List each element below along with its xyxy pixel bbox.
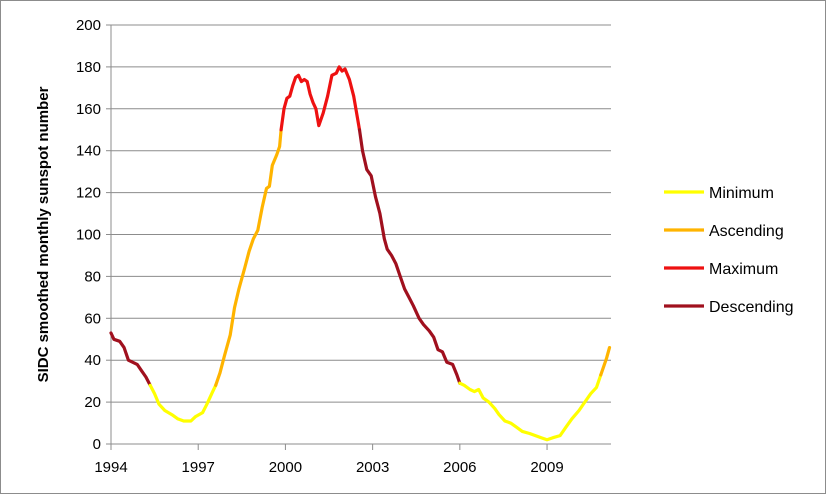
y-tick-label: 0 <box>93 436 101 453</box>
y-tick-label: 140 <box>76 143 101 160</box>
y-tick-label: 60 <box>84 310 101 327</box>
axes <box>106 24 611 450</box>
series-line-ascending-2 <box>599 346 612 377</box>
x-tick-label: 2009 <box>530 459 563 476</box>
series-line-ascending-1 <box>214 128 283 387</box>
y-axis-label: SIDC smoothed monthly sunspot number <box>35 86 52 382</box>
legend-label-maximum: Maximum <box>709 261 778 278</box>
legend: Minimum Ascending Maximum Descending <box>664 185 794 316</box>
y-tick-label: 80 <box>84 268 101 285</box>
x-tick-label: 1994 <box>94 459 127 476</box>
series-line-descending-2 <box>357 128 462 385</box>
series-line-minimum-2 <box>458 373 603 442</box>
legend-label-ascending: Ascending <box>709 223 784 240</box>
series-lines <box>109 65 612 442</box>
gridlines <box>111 24 611 403</box>
x-tick-label: 2003 <box>356 459 389 476</box>
y-tick-labels: 0 20 40 60 80 100 120 140 160 180 200 <box>76 17 101 453</box>
legend-label-minimum: Minimum <box>709 185 774 202</box>
x-tick-labels: 1994 1997 2000 2003 2006 2009 <box>94 459 563 476</box>
series-line-maximum-1 <box>279 65 362 132</box>
y-tick-label: 180 <box>76 59 101 76</box>
legend-label-descending: Descending <box>709 299 794 316</box>
y-tick-label: 20 <box>84 394 101 411</box>
y-tick-label: 100 <box>76 227 101 244</box>
y-tick-label: 200 <box>76 17 101 34</box>
series-line-descending-1 <box>109 331 152 387</box>
y-tick-label: 120 <box>76 185 101 202</box>
x-tick-label: 1997 <box>182 459 215 476</box>
y-tick-label: 40 <box>84 352 101 369</box>
y-tick-label: 160 <box>76 101 101 118</box>
x-tick-label: 2000 <box>269 459 302 476</box>
x-tick-label: 2006 <box>443 459 476 476</box>
series-line-minimum-1 <box>148 383 218 423</box>
